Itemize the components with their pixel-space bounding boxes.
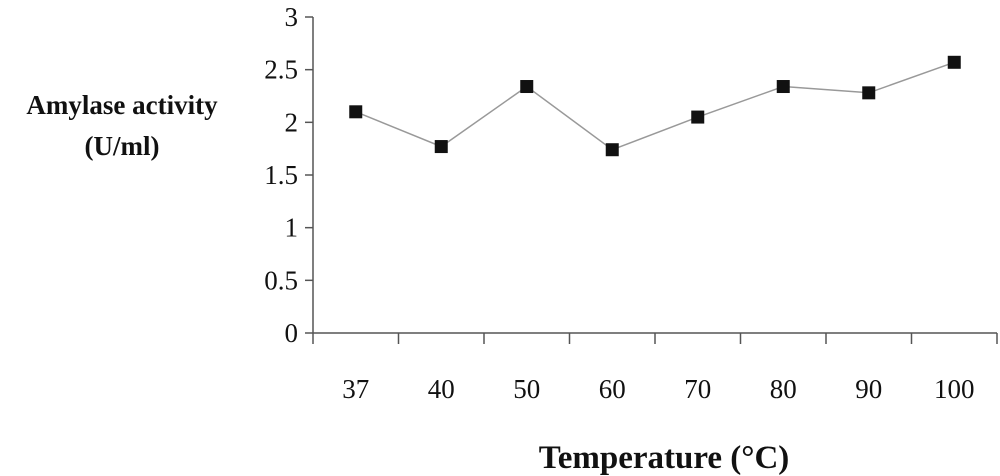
x-tick-label: 60: [599, 374, 626, 404]
y-tick-label: 2.5: [264, 55, 298, 85]
x-tick-label: 70: [684, 374, 711, 404]
y-tick-label: 0: [285, 318, 299, 348]
data-point-marker: [520, 80, 534, 94]
x-tick-label: 80: [770, 374, 797, 404]
y-axis-label-line-1: Amylase activity: [26, 90, 218, 120]
x-tick-label: 40: [428, 374, 455, 404]
data-series: [349, 55, 961, 157]
x-tick-label: 100: [934, 374, 975, 404]
data-point-marker: [862, 86, 876, 100]
x-tick-label: 90: [855, 374, 882, 404]
axes: 0 0.5 1 1.5 2 2.5 3 37 40 50 60 70 80 90 100: [264, 2, 998, 404]
series-line: [355, 61, 955, 151]
y-tick-label: 1.5: [264, 160, 298, 190]
y-tick-label: 2: [285, 107, 299, 137]
x-axis-label: Temperature (°C): [539, 440, 790, 476]
data-point-marker: [776, 80, 790, 94]
y-tick-label: 1: [285, 213, 299, 243]
data-point-marker: [349, 105, 363, 119]
x-tick-label: 37: [342, 374, 369, 404]
y-axis-label-line-2: (U/ml): [85, 131, 160, 161]
data-point-marker: [691, 110, 705, 124]
x-tick-label: 50: [513, 374, 540, 404]
data-point-marker: [434, 140, 448, 154]
data-point-marker: [947, 55, 961, 69]
data-point-marker: [605, 143, 619, 157]
y-tick-label: 0.5: [264, 265, 298, 295]
y-tick-label: 3: [285, 2, 299, 32]
